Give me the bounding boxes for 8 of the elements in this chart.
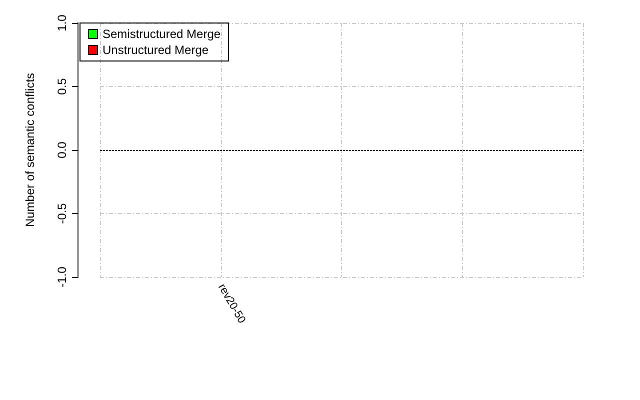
y-tick-label: 1.0	[55, 14, 69, 32]
legend-label: Semistructured Merge	[102, 27, 221, 41]
y-tick-label: 0.0	[55, 141, 69, 158]
y-tick-label: -1.0	[55, 266, 69, 288]
y-axis-title: Number of semantic conflicts	[23, 72, 37, 228]
y-tick-label: 0.5	[55, 78, 69, 95]
y-tick-label: -0.5	[55, 202, 69, 224]
legend-label: Unstructured Merge	[102, 43, 209, 57]
